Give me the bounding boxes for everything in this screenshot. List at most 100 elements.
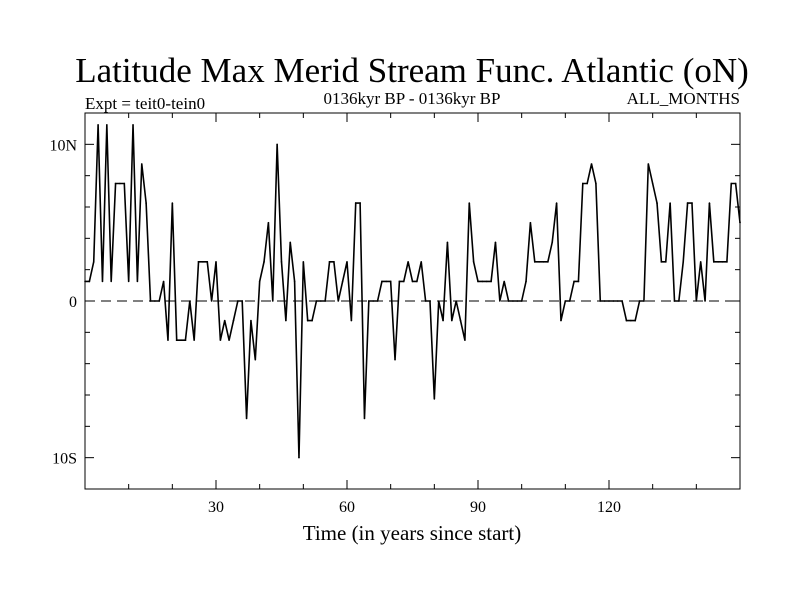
- data-point-49: [298, 456, 300, 459]
- data-point-112: [573, 280, 575, 283]
- data-point-72: [398, 280, 401, 283]
- data-point-150: [739, 221, 741, 224]
- data-point-32: [223, 319, 226, 322]
- data-point-120: [608, 300, 610, 302]
- data-point-145: [717, 261, 719, 263]
- data-point-136: [678, 300, 680, 302]
- data-point-9: [123, 182, 126, 185]
- data-point-2: [92, 261, 95, 263]
- data-point-50: [302, 261, 305, 263]
- data-point-107: [551, 241, 554, 244]
- data-point-134: [669, 202, 671, 204]
- y-tick-label-10n: 10N: [49, 137, 77, 154]
- data-point-26: [197, 261, 200, 263]
- x-tick-label-30: 30: [208, 499, 224, 516]
- x-axis-label: Time (in years since start): [303, 521, 522, 545]
- data-point-66: [372, 300, 375, 302]
- data-point-133: [664, 261, 667, 263]
- data-point-118: [599, 300, 602, 302]
- data-point-42: [267, 221, 270, 224]
- data-point-81: [437, 300, 440, 302]
- data-point-135: [673, 300, 676, 302]
- data-point-61: [350, 319, 353, 322]
- data-point-6: [110, 280, 112, 283]
- data-point-102: [529, 221, 532, 224]
- chart-title: Latitude Max Merid Stream Func. Atlantic…: [75, 51, 749, 90]
- data-point-80: [433, 398, 436, 400]
- data-point-23: [184, 339, 187, 341]
- data-point-39: [254, 358, 257, 361]
- data-point-28: [206, 261, 209, 263]
- data-point-91: [481, 280, 484, 283]
- data-point-40: [258, 280, 261, 283]
- series-points: [84, 123, 741, 459]
- data-point-143: [708, 202, 711, 204]
- data-point-54: [320, 300, 322, 302]
- data-point-73: [402, 280, 405, 283]
- data-point-95: [499, 300, 501, 302]
- data-point-89: [472, 261, 475, 263]
- data-point-100: [520, 300, 523, 302]
- x-tick-label-120: 120: [597, 499, 621, 516]
- data-point-5: [106, 123, 108, 126]
- data-point-147: [726, 261, 728, 263]
- data-point-74: [407, 261, 409, 263]
- data-point-141: [699, 261, 702, 263]
- data-point-117: [595, 182, 597, 185]
- data-point-30: [215, 261, 217, 263]
- data-point-103: [533, 261, 536, 263]
- data-point-93: [490, 280, 492, 283]
- data-point-129: [647, 163, 650, 165]
- data-point-10: [127, 280, 130, 283]
- data-point-77: [420, 261, 423, 263]
- data-point-33: [228, 339, 230, 341]
- data-point-24: [189, 300, 191, 302]
- data-point-31: [219, 339, 222, 341]
- data-point-3: [97, 123, 99, 126]
- data-point-11: [132, 123, 134, 126]
- data-point-119: [603, 300, 606, 302]
- data-point-69: [385, 280, 388, 283]
- data-point-52: [311, 319, 313, 322]
- data-point-53: [315, 300, 318, 302]
- period-label: 0136kyr BP - 0136kyr BP: [324, 89, 501, 108]
- data-point-114: [582, 182, 584, 185]
- data-point-12: [136, 280, 139, 283]
- x-tick-label-90: 90: [470, 499, 486, 516]
- data-point-90: [477, 280, 479, 283]
- data-point-20: [171, 202, 174, 204]
- experiment-label: Expt = teit0-tein0: [85, 94, 205, 113]
- y-tick-label-0: 0: [69, 294, 77, 311]
- data-point-59: [341, 280, 344, 283]
- data-point-144: [713, 261, 715, 263]
- data-point-139: [691, 202, 693, 204]
- data-point-92: [485, 280, 488, 283]
- data-point-13: [140, 163, 143, 165]
- data-point-84: [451, 319, 453, 322]
- data-point-58: [337, 300, 340, 302]
- data-point-124: [625, 319, 628, 322]
- data-point-142: [704, 300, 706, 302]
- data-point-35: [237, 300, 239, 302]
- data-point-94: [494, 241, 497, 244]
- x-tick-labels: 30 60 90 120: [208, 499, 621, 516]
- data-point-16: [154, 300, 156, 302]
- data-point-127: [638, 300, 641, 302]
- data-point-55: [324, 300, 326, 302]
- data-point-76: [416, 280, 418, 283]
- x-tick-label-60: 60: [339, 499, 355, 516]
- data-point-22: [180, 339, 182, 341]
- data-point-47: [289, 241, 292, 244]
- data-point-82: [442, 319, 444, 322]
- data-point-0: [84, 280, 86, 283]
- data-point-128: [643, 300, 645, 302]
- data-point-138: [686, 202, 689, 204]
- data-point-36: [241, 300, 243, 302]
- data-point-17: [158, 300, 161, 302]
- data-point-43: [271, 300, 274, 302]
- months-label: ALL_MONTHS: [627, 89, 740, 108]
- data-point-62: [354, 202, 357, 204]
- data-point-101: [525, 280, 527, 283]
- data-point-149: [734, 182, 737, 185]
- data-point-37: [245, 417, 248, 420]
